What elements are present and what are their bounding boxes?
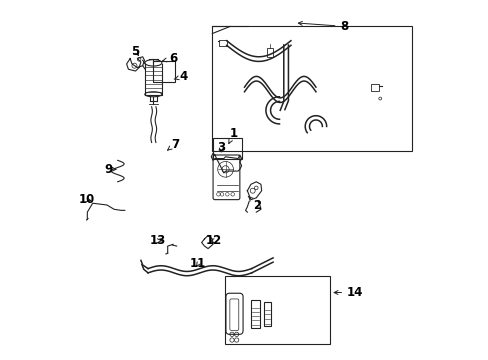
Text: 4: 4 [174,70,187,83]
Bar [250,300,259,328]
Text: 6: 6 [163,52,177,65]
Text: 12: 12 [205,234,222,247]
Bar [153,61,175,82]
Text: 5: 5 [131,45,140,58]
Bar [264,302,271,327]
Text: 10: 10 [78,193,95,206]
Text: 8: 8 [298,20,348,33]
Text: 1: 1 [228,127,237,143]
Bar [266,48,272,57]
Text: 7: 7 [167,138,179,151]
Bar [370,84,378,91]
Bar [213,138,241,159]
Text: 9: 9 [104,163,116,176]
Bar [219,40,226,46]
Text: 13: 13 [150,234,166,247]
Text: 3: 3 [217,141,225,154]
Bar [212,26,411,152]
Text: 11: 11 [189,257,206,270]
Text: 2: 2 [248,196,261,212]
Bar [224,276,329,344]
Text: 14: 14 [333,286,363,299]
